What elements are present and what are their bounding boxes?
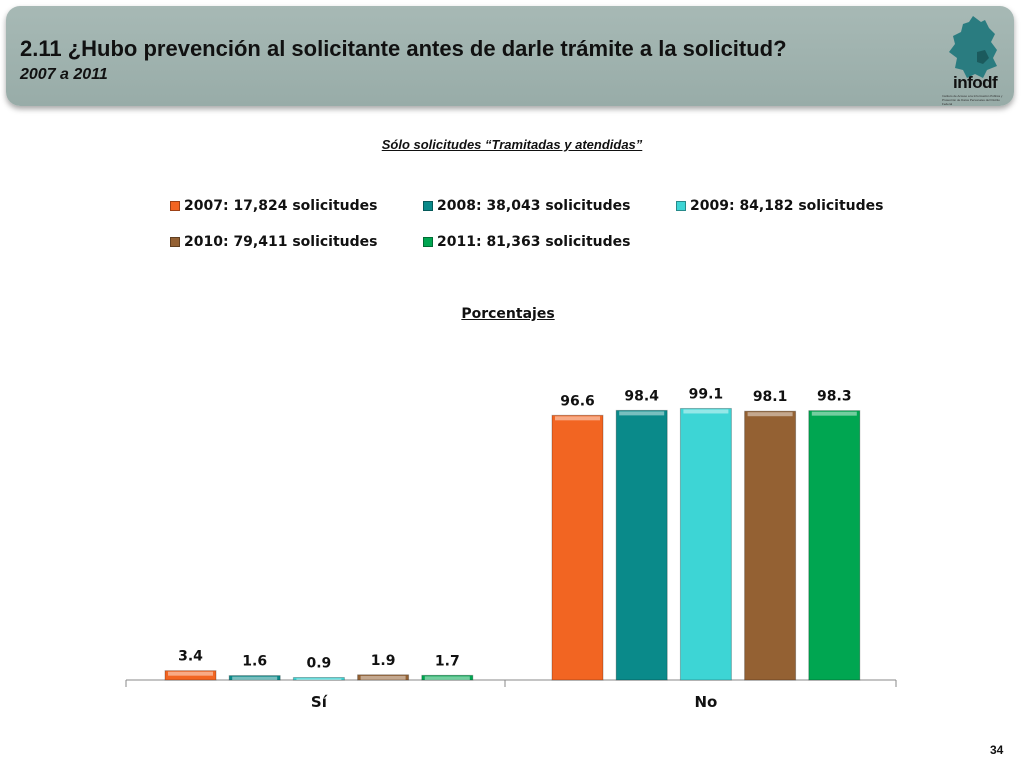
bar-si [421,674,474,681]
bar-rect [808,410,861,681]
legend-item-2009: 2009: 84,182 solicitudes [676,198,884,214]
chart-legend: 2007: 17,824 solicitudes 2008: 38,043 so… [170,198,890,258]
header-banner: 2.11 ¿Hubo prevención al solicitante ant… [6,6,1014,106]
bar-value-label: 98.3 [817,389,852,405]
bar-highlight [747,412,793,417]
bar-rect [679,407,732,681]
bar-highlight [360,675,406,680]
legend-label: 2011: 81,363 solicitudes [437,234,631,250]
bar-highlight [424,676,470,680]
bar-value-label: 3.4 [178,649,203,665]
bar-highlight [683,409,729,414]
bar-highlight [296,678,342,680]
bar-si [228,675,281,681]
bar-no [808,410,861,681]
page-number: 34 [990,743,1004,757]
bar-value-label: 99.1 [689,386,724,402]
legend-label: 2010: 79,411 solicitudes [184,234,378,250]
legend-swatch [170,201,180,211]
bar-no [744,410,797,681]
bar-value-label: 98.4 [624,388,659,404]
bar-value-label: 96.6 [560,393,595,409]
bar-rect [228,675,281,681]
category-label: No [694,693,717,711]
bar-highlight [232,676,278,680]
bar-highlight [811,411,857,416]
legend-swatch [170,237,180,247]
slide-subtitle: 2007 a 2011 [20,66,108,83]
legend-item-2008: 2008: 38,043 solicitudes [423,198,631,214]
bar-rect [357,674,410,681]
bar-value-label: 1.9 [371,653,396,669]
bar-value-label: 0.9 [306,656,331,672]
bar-rect [164,670,217,681]
bar-si [357,674,410,681]
city-map-logo-icon [949,16,997,78]
bar-rect [292,677,345,681]
chart-note: Sólo solicitudes “Tramitadas y atendidas… [381,137,643,152]
bar-rect [615,409,668,681]
bar-rect [421,674,474,681]
bar-rect [551,414,604,681]
bar-value-label: 1.6 [242,654,267,670]
category-label: Sí [311,693,328,711]
logo-subtext: Instituto de Acceso a la Información Púb… [942,94,1003,106]
bar-value-label: 1.7 [435,653,460,669]
legend-swatch [676,201,686,211]
bar-highlight [168,671,213,676]
legend-item-2007: 2007: 17,824 solicitudes [170,198,378,214]
bar-highlight [555,416,600,421]
bar-si [292,677,345,681]
legend-item-2011: 2011: 81,363 solicitudes [423,234,631,250]
bar-no [679,407,732,681]
legend-label: 2008: 38,043 solicitudes [437,198,631,214]
bar-no [615,409,668,681]
slide-title: 2.11 ¿Hubo prevención al solicitante ant… [20,36,787,61]
legend-label: 2007: 17,824 solicitudes [184,198,378,214]
bar-rect [744,410,797,681]
bar-no [551,414,604,681]
bar-chart: 3.4 96.6 1.6 98.4 0.9 99.1 1.9 98.1 1.7 98.3 Sí No [125,386,897,711]
legend-swatch [423,201,433,211]
chart-title: Porcentajes [461,306,555,322]
legend-item-2010: 2010: 79,411 solicitudes [170,234,378,250]
logo-text: infodf [953,73,998,92]
bar-value-label: 98.1 [753,389,788,405]
legend-label: 2009: 84,182 solicitudes [690,198,884,214]
bar-highlight [619,411,665,416]
bar-si [164,670,217,681]
legend-swatch [423,237,433,247]
